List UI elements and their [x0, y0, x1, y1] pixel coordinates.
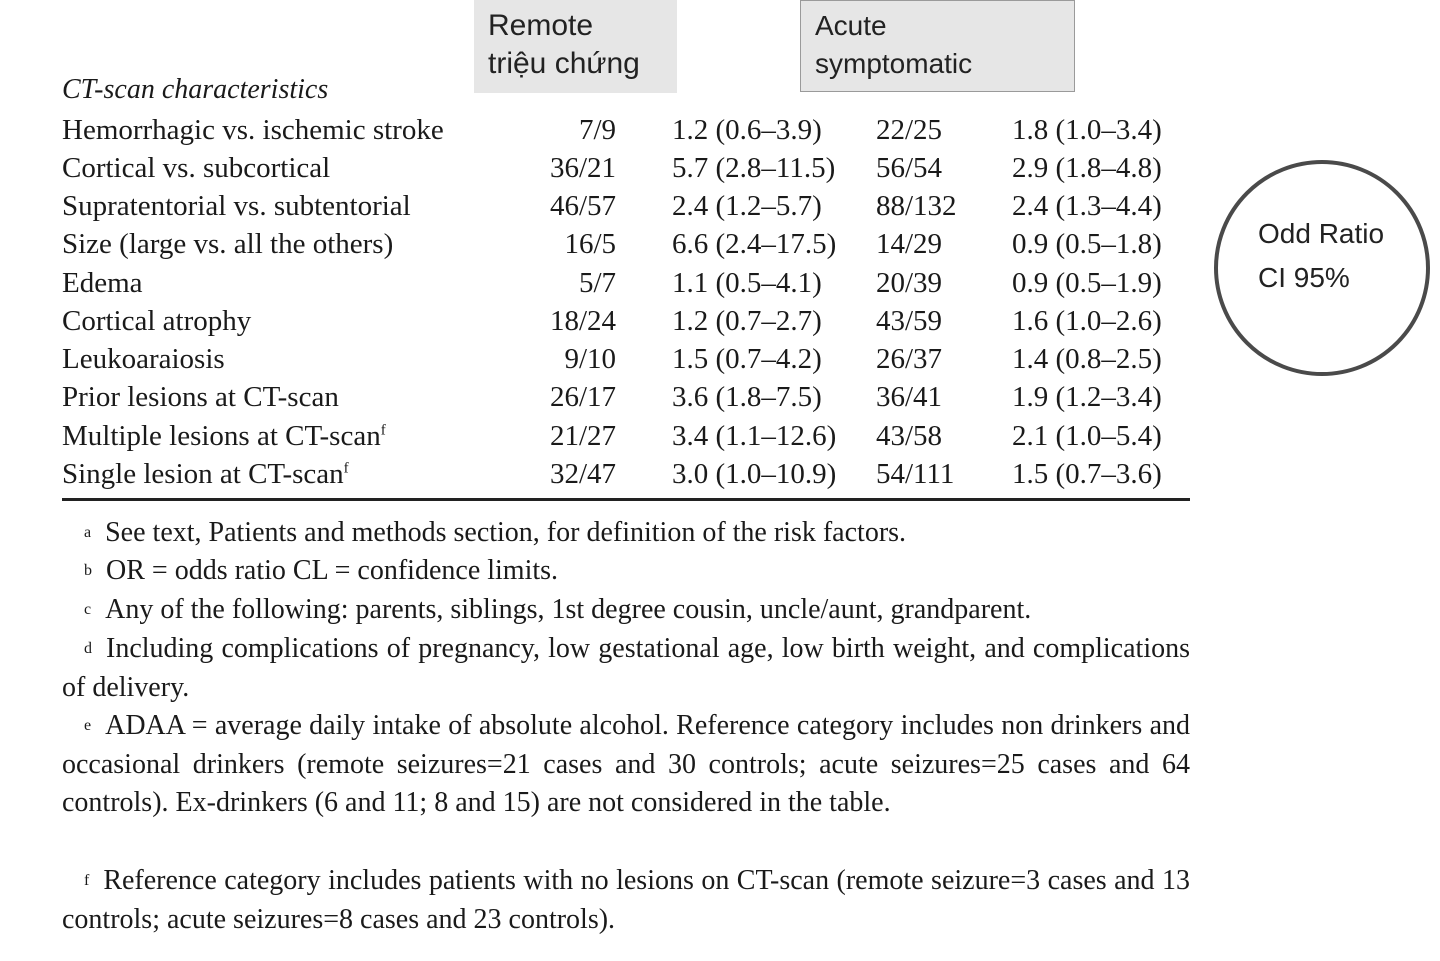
row-label-footnote: f	[380, 422, 386, 439]
footnote-mark: f	[84, 872, 90, 889]
footnote-text: Reference category includes patients wit…	[62, 865, 1190, 935]
acute-count: 54/111	[876, 458, 955, 490]
table-row: Size (large vs. all the others) 16/5 6.6…	[0, 228, 1200, 266]
remote-count: 5/7	[578, 267, 616, 299]
acute-or: 1.6 (1.0–2.6)	[1012, 305, 1162, 337]
remote-or: 3.4 (1.1–12.6)	[672, 420, 837, 452]
footnote-f: f Reference category includes patients wi…	[62, 862, 1190, 939]
acute-or: 1.4 (0.8–2.5)	[1012, 343, 1162, 375]
footnote-text: Any of the following: parents, siblings,…	[105, 594, 1032, 625]
acute-or: 1.5 (0.7–3.6)	[1012, 458, 1162, 490]
remote-count: 46/57	[549, 190, 616, 222]
row-label: Multiple lesions at CT-scanf	[62, 420, 386, 453]
remote-count: 7/9	[578, 114, 616, 146]
acute-count: 20/39	[876, 267, 943, 299]
footnote-mark: a	[84, 524, 92, 541]
acute-or: 1.8 (1.0–3.4)	[1012, 114, 1162, 146]
remote-or: 1.1 (0.5–4.1)	[672, 267, 822, 299]
footnote-text: OR = odds ratio CL = confidence limits.	[106, 555, 559, 586]
acute-or: 2.4 (1.3–4.4)	[1012, 190, 1162, 222]
acute-count: 36/41	[876, 381, 943, 413]
row-label-footnote: f	[343, 460, 349, 477]
remote-or: 2.4 (1.2–5.7)	[672, 190, 822, 222]
acute-or: 0.9 (0.5–1.9)	[1012, 267, 1162, 299]
acute-count: 56/54	[876, 152, 943, 184]
row-label: Single lesion at CT-scanf	[62, 458, 349, 491]
footnote-text: Including complications of pregnancy, lo…	[62, 633, 1190, 703]
annotation-line2: CI 95%	[1258, 262, 1350, 293]
table-bottom-rule	[62, 498, 1190, 501]
remote-count: 32/47	[549, 458, 616, 490]
footnote-text: See text, Patients and methods section, …	[105, 517, 907, 548]
odds-ratio-annotation: Odd Ratio CI 95%	[1214, 160, 1430, 376]
table-row: Hemorrhagic vs. ischemic stroke 7/9 1.2 …	[0, 114, 1200, 152]
acute-count: 43/58	[876, 420, 943, 452]
header-remote: Remote triệu chứng	[474, 0, 677, 93]
acute-or: 2.1 (1.0–5.4)	[1012, 420, 1162, 452]
table-row: Edema 5/7 1.1 (0.5–4.1) 20/39 0.9 (0.5–1…	[0, 267, 1200, 305]
remote-or: 3.6 (1.8–7.5)	[672, 381, 822, 413]
remote-or: 1.2 (0.7–2.7)	[672, 305, 822, 337]
header-remote-line2: triệu chứng	[488, 47, 640, 80]
remote-count: 26/17	[549, 381, 616, 413]
remote-or: 1.2 (0.6–3.9)	[672, 114, 822, 146]
table-row: Multiple lesions at CT-scanf 21/27 3.4 (…	[0, 420, 1200, 458]
acute-count: 14/29	[876, 228, 943, 260]
footnote-c: c Any of the following: parents, siblings…	[62, 591, 1190, 630]
acute-count: 26/37	[876, 343, 943, 375]
section-title: CT-scan characteristics	[62, 74, 329, 105]
footnote-e: e ADAA = average daily intake of absolute…	[62, 707, 1190, 823]
footnote-b: b OR = odds ratio CL = confidence limits.	[62, 552, 1190, 591]
table-row: Supratentorial vs. subtentorial 46/57 2.…	[0, 190, 1200, 228]
table-row: Single lesion at CT-scanf 32/47 3.0 (1.0…	[0, 458, 1200, 496]
remote-count: 9/10	[564, 343, 616, 375]
acute-or: 1.9 (1.2–3.4)	[1012, 381, 1162, 413]
header-acute-line2: symptomatic	[815, 48, 973, 79]
table-row: Cortical vs. subcortical 36/21 5.7 (2.8–…	[0, 152, 1200, 190]
row-label: Hemorrhagic vs. ischemic stroke	[62, 114, 444, 146]
remote-count: 16/5	[564, 228, 616, 260]
footnote-mark: b	[84, 562, 92, 579]
footnote-text: ADAA = average daily intake of absolute …	[62, 710, 1190, 818]
footnote-mark: e	[84, 717, 92, 734]
row-label-text: Single lesion at CT-scan	[62, 458, 344, 490]
remote-count: 21/27	[549, 420, 616, 452]
row-label: Prior lesions at CT-scan	[62, 381, 339, 413]
header-acute: Acute symptomatic	[800, 0, 1075, 92]
row-label: Cortical atrophy	[62, 305, 252, 337]
header-acute-line1: Acute	[815, 10, 887, 41]
remote-or: 6.6 (2.4–17.5)	[672, 228, 837, 260]
footnote-mark: d	[84, 640, 92, 657]
acute-count: 22/25	[876, 114, 943, 146]
row-label-text: Multiple lesions at CT-scan	[62, 420, 381, 452]
annotation-line1: Odd Ratio	[1258, 218, 1385, 249]
acute-or: 2.9 (1.8–4.8)	[1012, 152, 1162, 184]
acute-count: 88/132	[876, 190, 957, 222]
footnote-d: d Including complications of pregnancy, l…	[62, 630, 1190, 707]
acute-or: 0.9 (0.5–1.8)	[1012, 228, 1162, 260]
table-row: Prior lesions at CT-scan 26/17 3.6 (1.8–…	[0, 381, 1200, 419]
footnote-a: a See text, Patients and methods section,…	[62, 514, 1190, 553]
row-label: Leukoaraiosis	[62, 343, 225, 375]
remote-count: 18/24	[549, 305, 616, 337]
row-label: Size (large vs. all the others)	[62, 228, 394, 260]
row-label: Edema	[62, 267, 143, 299]
table-row: Cortical atrophy 18/24 1.2 (0.7–2.7) 43/…	[0, 305, 1200, 343]
remote-or: 3.0 (1.0–10.9)	[672, 458, 837, 490]
row-label: Supratentorial vs. subtentorial	[62, 190, 411, 222]
remote-or: 1.5 (0.7–4.2)	[672, 343, 822, 375]
footnote-mark: c	[84, 601, 92, 618]
row-label: Cortical vs. subcortical	[62, 152, 331, 184]
acute-count: 43/59	[876, 305, 943, 337]
remote-or: 5.7 (2.8–11.5)	[672, 152, 836, 184]
table-row: Leukoaraiosis 9/10 1.5 (0.7–4.2) 26/37 1…	[0, 343, 1200, 381]
header-remote-line1: Remote	[488, 9, 594, 42]
remote-count: 36/21	[549, 152, 616, 184]
